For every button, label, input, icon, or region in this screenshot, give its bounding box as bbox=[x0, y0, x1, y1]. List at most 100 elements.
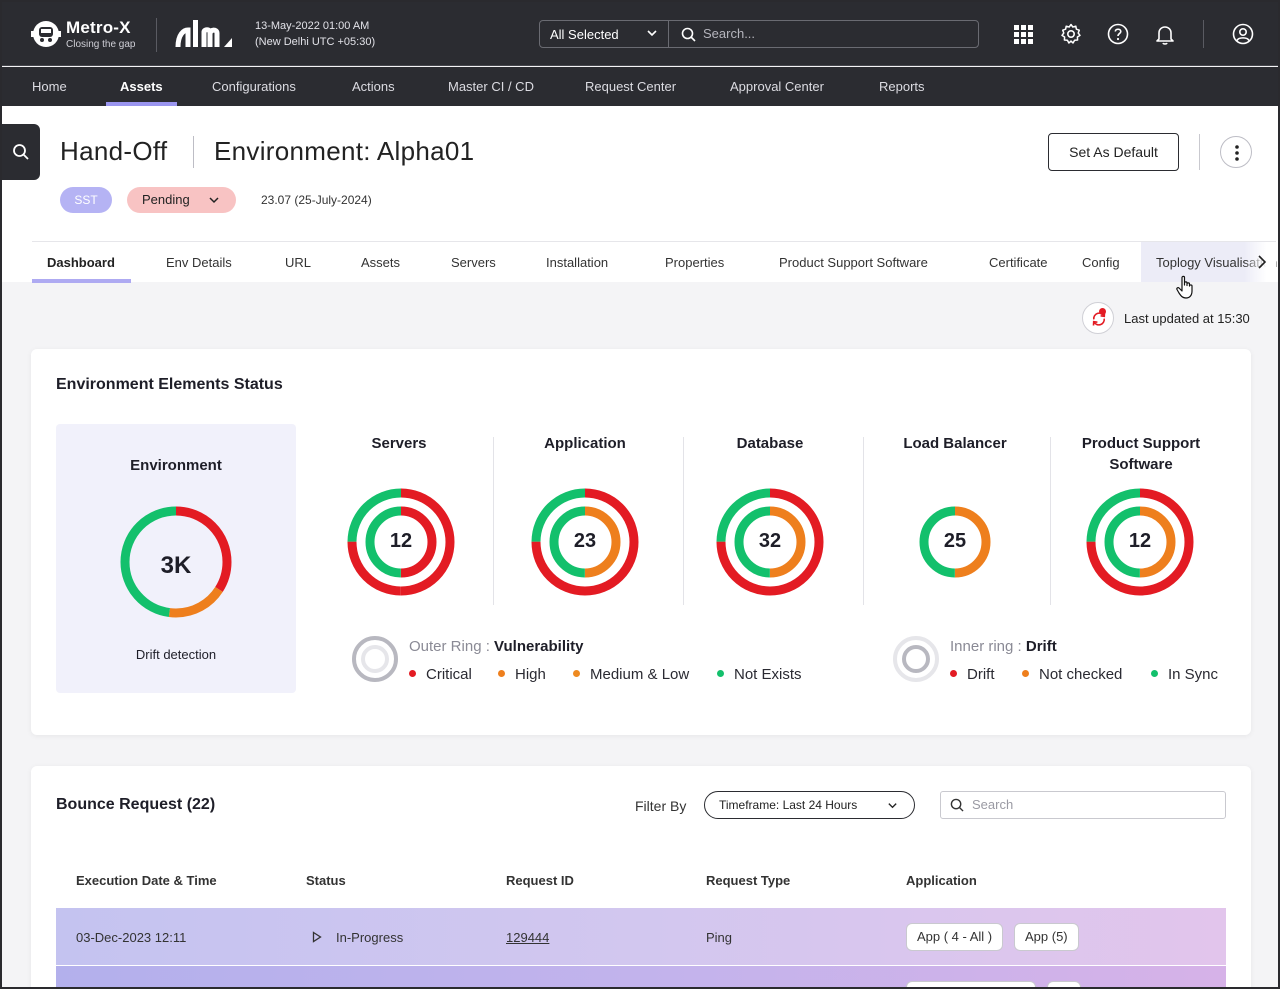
nav-item-home[interactable]: Home bbox=[32, 79, 67, 94]
legend-drift-label: Drift bbox=[967, 666, 995, 683]
global-search-input[interactable] bbox=[703, 26, 963, 41]
environment-donut bbox=[120, 506, 232, 618]
inner-ring-segment-in-sync bbox=[919, 506, 991, 578]
column-separator bbox=[1050, 437, 1051, 605]
load-balancer-label: Load Balancer bbox=[903, 435, 1007, 452]
status-dropdown-value: Pending bbox=[142, 192, 190, 207]
tab-dashboard[interactable]: Dashboard bbox=[47, 255, 115, 270]
legend-not-exists: Not Exists bbox=[717, 666, 802, 683]
scope-select[interactable]: All Selected bbox=[539, 20, 669, 48]
bounce-search-input[interactable] bbox=[972, 797, 1212, 812]
product-support-software-value: 12 bbox=[1128, 530, 1152, 552]
chevron-right-icon[interactable] bbox=[1256, 254, 1268, 270]
side-search-button[interactable] bbox=[2, 124, 40, 180]
more-options-button[interactable] bbox=[1220, 136, 1252, 168]
tab-installation[interactable]: Installation bbox=[546, 255, 609, 270]
legend-medium-low: Medium & Low bbox=[573, 666, 689, 683]
legend-dot bbox=[1151, 669, 1158, 677]
bell-icon[interactable] bbox=[1153, 22, 1177, 46]
nav-item-approval-center[interactable]: Approval Center bbox=[730, 79, 824, 94]
column-header-request-type[interactable]: Request Type bbox=[706, 873, 791, 888]
nav-item-master-ci-cd[interactable]: Master CI / CD bbox=[448, 79, 534, 94]
nav-item-configurations[interactable]: Configurations bbox=[212, 79, 296, 94]
legend-dot bbox=[950, 669, 957, 677]
help-icon[interactable] bbox=[1106, 22, 1130, 46]
search-icon bbox=[13, 144, 29, 160]
inner-ring-segment-in-sync bbox=[1104, 506, 1176, 578]
column-header-request-id[interactable]: Request ID bbox=[506, 873, 574, 888]
apps-grid-icon[interactable] bbox=[1011, 22, 1035, 46]
play-icon bbox=[312, 931, 322, 943]
environment-caption: Drift detection bbox=[135, 647, 217, 662]
environment-ring-segment-not-exists bbox=[120, 506, 232, 618]
brand-tagline: Closing the gap bbox=[66, 39, 136, 50]
sst-badge: SST bbox=[60, 187, 112, 213]
user-icon[interactable] bbox=[1231, 22, 1255, 46]
servers-label: Servers bbox=[371, 435, 427, 452]
inner-ring-segment-in-sync bbox=[365, 506, 437, 578]
database-value: 32 bbox=[758, 530, 782, 552]
outer-ring-segment-not-exists bbox=[1086, 488, 1194, 596]
legend-drift: Drift bbox=[950, 666, 995, 683]
tab-properties[interactable]: Properties bbox=[665, 255, 725, 270]
app-chip[interactable]: App ( 4 - All ) bbox=[906, 923, 1004, 951]
inner-ring-legend-title: Inner ring : Drift bbox=[950, 638, 1057, 655]
tab-certificate[interactable]: Certificate bbox=[989, 255, 1048, 270]
bounce-request-title: Bounce Request (22) bbox=[56, 796, 216, 813]
filter-by-label: Filter By bbox=[635, 798, 687, 814]
table-row[interactable]: 03-Dec-2023 12:11 In-Progress 129444 Pin… bbox=[56, 908, 1226, 965]
column-separator bbox=[493, 437, 494, 605]
nav-item-reports[interactable]: Reports bbox=[879, 79, 925, 94]
chevron-down-icon bbox=[209, 197, 219, 204]
refresh-button[interactable] bbox=[1082, 302, 1114, 334]
app-chip[interactable]: App (5) bbox=[1014, 923, 1079, 951]
column-header-execution-date[interactable]: Execution Date & Time bbox=[76, 873, 217, 888]
tab-bar: Dashboard Env Details URL Assets Servers… bbox=[32, 241, 1277, 283]
column-header-status[interactable]: Status bbox=[306, 873, 346, 888]
set-as-default-button[interactable]: Set As Default bbox=[1048, 133, 1179, 171]
tab-config[interactable]: Config bbox=[1082, 255, 1120, 270]
outer-ring-legend-name: Vulnerability bbox=[494, 638, 584, 655]
outer-ring-legend-title: Outer Ring : Vulnerability bbox=[409, 638, 584, 655]
database-label: Database bbox=[736, 435, 804, 452]
cell-request-type: Ping bbox=[706, 930, 733, 945]
tab-url[interactable]: URL bbox=[285, 255, 312, 270]
last-updated-label: Last updated at 15:30 bbox=[1124, 311, 1250, 326]
nav-item-request-center[interactable]: Request Center bbox=[585, 79, 677, 94]
environment-value: 3K bbox=[160, 552, 192, 579]
column-header-application[interactable]: Application bbox=[906, 873, 977, 888]
header-separator bbox=[1199, 134, 1200, 170]
application-donut bbox=[531, 488, 639, 596]
legend-critical: Critical bbox=[409, 666, 472, 683]
nav-item-actions[interactable]: Actions bbox=[352, 79, 395, 94]
refresh-alert-dot bbox=[1099, 308, 1106, 315]
tab-assets[interactable]: Assets bbox=[361, 255, 401, 270]
cell-request-id-link[interactable]: 129444 bbox=[506, 930, 550, 945]
timeframe-dropdown[interactable]: Timeframe: Last 24 Hours bbox=[704, 791, 915, 819]
top-separator bbox=[1203, 20, 1204, 48]
environment-title: Environment: Alpha01 bbox=[214, 136, 475, 166]
outer-ring-segment-not-exists bbox=[347, 488, 455, 596]
environment-label: Environment bbox=[130, 457, 222, 474]
app-chip[interactable] bbox=[906, 981, 1036, 987]
chevron-down-icon bbox=[647, 30, 657, 37]
outer-ring-legend-prefix: Outer Ring : bbox=[409, 638, 495, 655]
bounce-request-card: Bounce Request (22) Filter By Timeframe:… bbox=[31, 766, 1251, 987]
legend-dot bbox=[573, 669, 580, 677]
gear-icon[interactable] bbox=[1059, 22, 1083, 46]
brand-name: Metro-X bbox=[66, 18, 131, 37]
cell-datetime: 03-Dec-2023 12:11 bbox=[76, 930, 187, 945]
tab-env-details[interactable]: Env Details bbox=[166, 255, 232, 270]
legend-medium-low-label: Medium & Low bbox=[590, 666, 690, 683]
datetime-line2: (New Delhi UTC +05:30) bbox=[255, 36, 376, 48]
status-dropdown[interactable]: Pending bbox=[127, 187, 236, 213]
app-chip[interactable] bbox=[1047, 981, 1081, 987]
nav-item-assets[interactable]: Assets bbox=[120, 79, 163, 94]
page-header: Hand-Off Environment: Alpha01 SST Pendin… bbox=[2, 106, 1278, 283]
search-icon bbox=[950, 798, 964, 812]
tab-servers[interactable]: Servers bbox=[451, 255, 496, 270]
table-row[interactable] bbox=[56, 966, 1226, 987]
inner-ring-legend-name: Drift bbox=[1025, 638, 1057, 655]
tab-product-support-software[interactable]: Product Support Software bbox=[779, 255, 928, 270]
